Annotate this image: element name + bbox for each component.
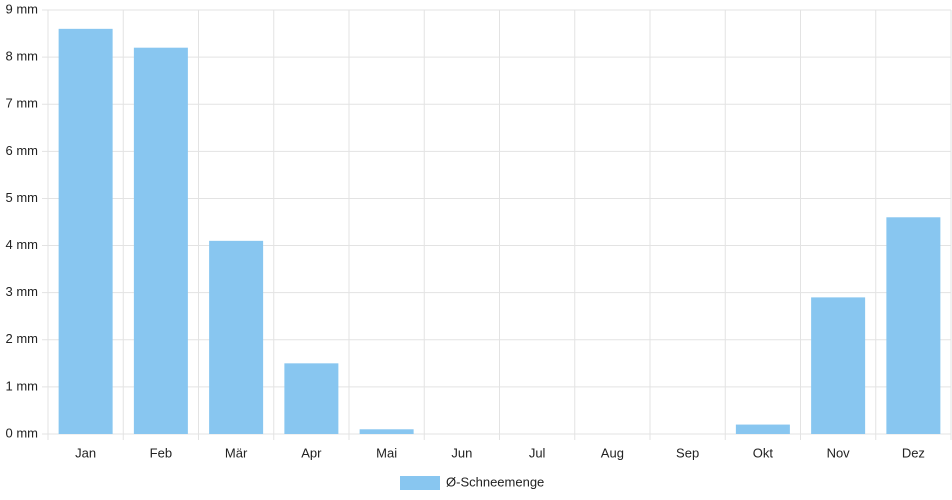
y-tick-label: 6 mm (6, 143, 39, 158)
bar (359, 429, 414, 434)
bar (284, 363, 339, 434)
x-tick-label: Sep (676, 445, 699, 460)
x-tick-label: Aug (601, 445, 624, 460)
y-tick-label: 8 mm (6, 49, 39, 64)
bar (58, 28, 113, 434)
legend-swatch (400, 476, 440, 490)
y-tick-label: 7 mm (6, 96, 39, 111)
bar (811, 297, 866, 434)
y-tick-label: 2 mm (6, 331, 39, 346)
x-tick-label: Mai (376, 445, 397, 460)
y-tick-label: 1 mm (6, 378, 39, 393)
x-tick-label: Jan (75, 445, 96, 460)
x-tick-label: Mär (225, 445, 248, 460)
legend-label: Ø-Schneemenge (446, 474, 544, 489)
y-tick-label: 0 mm (6, 425, 39, 440)
x-tick-label: Dez (902, 445, 925, 460)
bar (209, 240, 264, 434)
y-tick-label: 9 mm (6, 1, 39, 16)
x-tick-label: Feb (150, 445, 172, 460)
x-tick-label: Jul (529, 445, 546, 460)
y-tick-label: 5 mm (6, 190, 39, 205)
y-tick-label: 4 mm (6, 237, 39, 252)
x-tick-label: Jun (451, 445, 472, 460)
bar (133, 47, 188, 434)
x-tick-label: Okt (753, 445, 774, 460)
x-tick-label: Apr (301, 445, 322, 460)
bar (735, 424, 790, 434)
y-tick-label: 3 mm (6, 284, 39, 299)
bar (886, 217, 941, 434)
x-tick-label: Nov (827, 445, 851, 460)
